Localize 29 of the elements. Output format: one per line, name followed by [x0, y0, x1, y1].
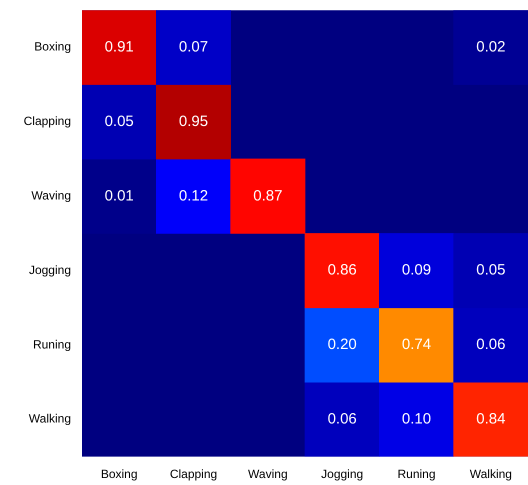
data-label: 0.05: [476, 262, 506, 279]
data-label: 0.10: [402, 410, 432, 428]
data-label: 0.84: [476, 410, 506, 428]
x-tick-label: Runing: [397, 467, 436, 482]
data-label: 0.95: [178, 112, 208, 130]
x-tick-label: Waving: [248, 467, 288, 482]
data-label: 0.09: [402, 262, 432, 279]
y-tick-label: Boxing: [34, 40, 71, 54]
data-label: 0.87: [253, 187, 282, 204]
data-label: 0.05: [104, 112, 134, 130]
data-label: 0.02: [476, 38, 506, 56]
data-label: 0.12: [178, 187, 208, 204]
data-label: 0.01: [104, 187, 134, 204]
x-tick-label: Boxing: [100, 467, 138, 482]
data-label: 0.07: [178, 38, 208, 56]
data-label: 0.06: [328, 410, 357, 428]
x-tick-label: Jogging: [321, 467, 364, 482]
y-tick-label: Waving: [31, 188, 71, 203]
x-tick-label: Walking: [470, 467, 512, 482]
data-label: 0.20: [328, 336, 357, 354]
y-tick-label: Walking: [28, 412, 71, 426]
data-label: 0.74: [402, 336, 432, 354]
data-label: 0.06: [476, 336, 506, 354]
data-label: 0.91: [104, 38, 134, 56]
data-label: 0.86: [328, 262, 357, 279]
x-tick-label: Clapping: [170, 467, 218, 482]
y-tick-label: Jogging: [28, 262, 71, 277]
y-tick-label: Runing: [32, 337, 71, 352]
y-tick-label: Clapping: [24, 114, 71, 128]
